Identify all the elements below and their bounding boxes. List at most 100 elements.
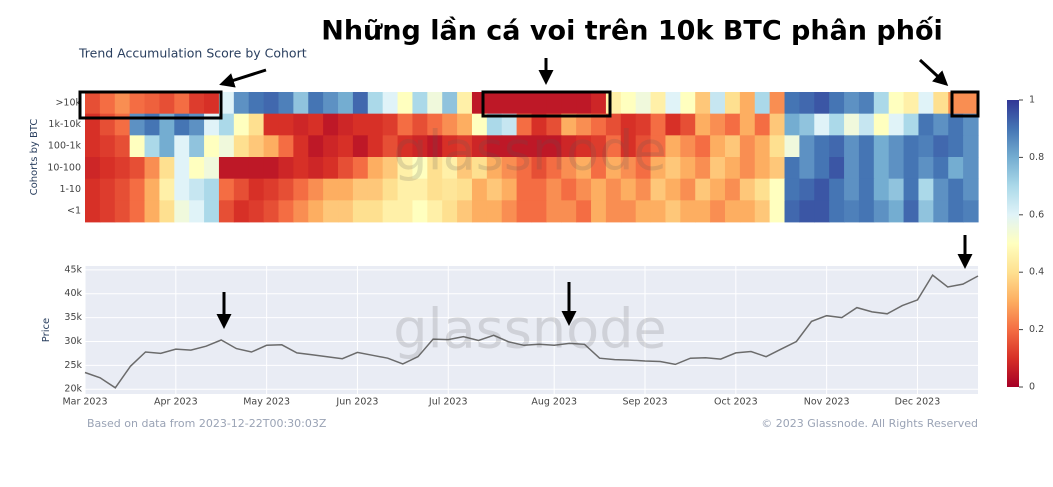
y-tick-label: 25k (64, 360, 82, 371)
heat-cell (501, 200, 518, 223)
heat-cell (308, 200, 324, 223)
x-tick-label: Jun 2023 (335, 397, 378, 408)
heat-cell (233, 113, 250, 136)
heat-cell (397, 135, 414, 158)
x-tick-label: Sep 2023 (622, 397, 667, 408)
heatmap-y-title: Cohorts by BTC (29, 119, 40, 196)
y-tick-label: 10-100 (47, 162, 81, 173)
heat-cell (620, 113, 637, 136)
heat-cell (605, 157, 622, 180)
heat-cell (99, 200, 116, 223)
heat-cell (739, 200, 756, 223)
heat-cell (858, 157, 875, 180)
heat-cell (442, 113, 458, 136)
heat-cell (814, 113, 830, 136)
heat-cell (724, 157, 741, 180)
heat-cell (129, 157, 146, 180)
heat-cell (427, 113, 443, 136)
heat-cell (546, 135, 562, 158)
heat-cell (457, 157, 473, 180)
heat-cell (323, 135, 339, 158)
heat-cell (844, 135, 860, 158)
heat-cell (278, 135, 294, 158)
heat-cell (263, 178, 280, 201)
heat-cell (948, 135, 964, 158)
heat-cell (710, 157, 726, 180)
heat-cell (218, 178, 235, 201)
heat-cell (412, 92, 428, 115)
heat-cell (412, 113, 428, 136)
heat-cell (278, 200, 294, 223)
heat-cell (189, 92, 205, 115)
heat-cell (665, 200, 681, 223)
heat-cell (948, 113, 964, 136)
heat-cell (635, 157, 652, 180)
heat-cell (963, 200, 979, 223)
x-tick-label: Mar 2023 (62, 397, 107, 408)
heat-cell (576, 135, 592, 158)
heat-cell (144, 135, 161, 158)
heat-cell (114, 200, 131, 223)
heat-cell (903, 92, 920, 115)
heat-cell (844, 113, 860, 136)
heat-cell (933, 135, 949, 158)
heat-cell (471, 92, 488, 115)
watermark: glassnode (393, 298, 666, 361)
heat-cell (85, 135, 101, 158)
heat-cell (233, 92, 250, 115)
x-tick-label: Apr 2023 (154, 397, 198, 408)
heat-cell (769, 200, 786, 223)
heat-cell (591, 92, 607, 115)
heat-cell (367, 157, 384, 180)
heat-cell (263, 200, 280, 223)
headline: Những lần cá voi trên 10k BTC phân phối (321, 16, 943, 47)
highlight-box (950, 90, 980, 118)
heat-cell (99, 178, 116, 201)
highlight-box (78, 90, 223, 120)
heat-cell (248, 200, 265, 223)
heat-cell (546, 200, 562, 223)
heat-cell (561, 92, 577, 115)
heat-cell (650, 113, 667, 136)
heat-cell (144, 92, 161, 115)
heat-cell (427, 200, 443, 223)
heat-cell (471, 157, 488, 180)
heat-cell (605, 200, 622, 223)
y-tick-label: 35k (64, 312, 82, 323)
heat-cell (397, 157, 414, 180)
heat-cell (665, 157, 681, 180)
heat-cell (233, 135, 250, 158)
heat-cell (888, 178, 905, 201)
heat-cell (352, 200, 369, 223)
heat-cell (85, 157, 101, 180)
heat-cell (308, 92, 324, 115)
heat-cell (263, 113, 280, 136)
heat-cell (829, 92, 845, 115)
heat-cell (531, 178, 547, 201)
heat-cell (769, 157, 786, 180)
heat-cell (605, 92, 622, 115)
heat-cell (486, 135, 503, 158)
heat-cell (174, 157, 190, 180)
heat-cell (412, 178, 428, 201)
heat-cell (724, 92, 741, 115)
heat-cell (471, 135, 488, 158)
heat-cell (784, 135, 800, 158)
heat-cell (710, 200, 726, 223)
heat-cell (323, 178, 339, 201)
heat-cell (397, 92, 414, 115)
colorbar-tick-label: 1 (1029, 95, 1035, 106)
heat-cell (308, 113, 324, 136)
heat-cell (263, 157, 280, 180)
heat-cell (888, 113, 905, 136)
y-tick-label: >10k (55, 97, 81, 108)
heat-cell (576, 178, 592, 201)
heat-cell (352, 113, 369, 136)
heatmap: >10k 1k-10k 100-1k 10-100 1-10 <1 0 0.2 0.4 0.6 0.… (47, 92, 1044, 393)
heat-cell (382, 135, 399, 158)
heat-cell (397, 113, 414, 136)
heat-cell (829, 113, 845, 136)
x-tick-label: Jul 2023 (428, 397, 468, 408)
heat-cell (546, 92, 562, 115)
